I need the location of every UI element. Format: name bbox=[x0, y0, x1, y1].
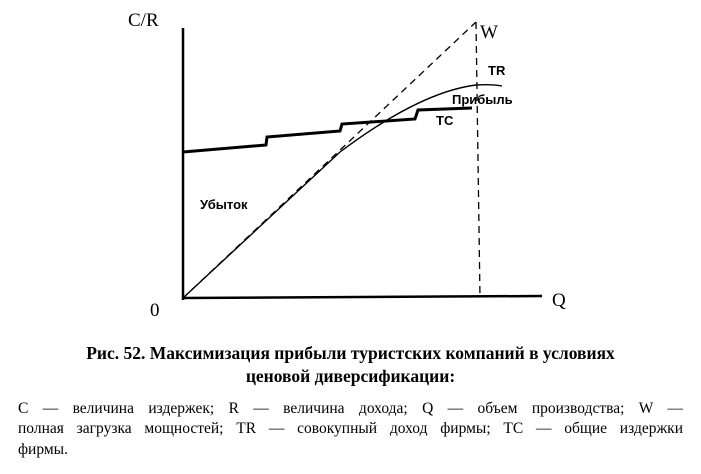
caption-line: ценовой диверсификации: bbox=[245, 366, 456, 386]
loss-label: Убыток bbox=[200, 197, 248, 212]
tc-label: TC bbox=[436, 113, 454, 128]
tc-curve bbox=[182, 106, 473, 154]
tr-curve bbox=[182, 83, 503, 299]
tr-label: TR bbox=[488, 63, 506, 78]
y-axis-label: C/R bbox=[128, 10, 159, 31]
profit-label: Прибыль bbox=[452, 92, 513, 107]
caption-line: Рис. 52. Максимизация прибыли туристских… bbox=[0, 343, 701, 364]
caption-title: Максимизация прибыли туристских компаний… bbox=[149, 343, 615, 363]
legend-line: полная загрузка мощностей; TR — совокупн… bbox=[18, 420, 683, 437]
x-axis-label: Q bbox=[552, 290, 566, 311]
w-vertical bbox=[475, 21, 481, 299]
origin-label: 0 bbox=[150, 300, 160, 321]
legend-line: C — величина издержек; R — величина дохо… bbox=[18, 400, 683, 417]
legend-line: фирмы. bbox=[18, 441, 68, 458]
caption-number: Рис. 52. bbox=[86, 343, 146, 363]
x-axis bbox=[182, 294, 543, 300]
w-label: W bbox=[480, 22, 498, 43]
